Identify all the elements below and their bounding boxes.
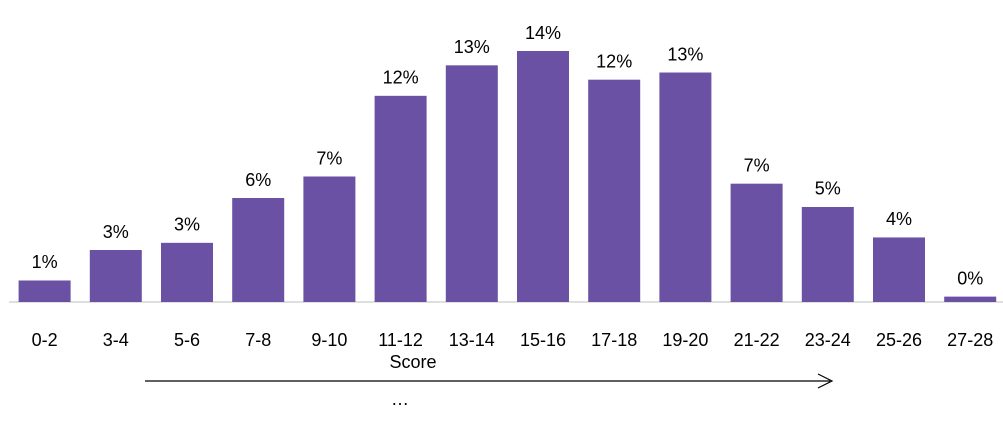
x-axis-title: Score [389,352,436,372]
data-label: 14% [525,23,561,43]
data-label: 0% [957,268,983,288]
x-tick-label: 9-10 [311,330,347,350]
bar [161,242,213,302]
x-tick-label: 7-8 [245,330,271,350]
x-tick-label: 15-16 [520,330,566,350]
bar [303,176,356,302]
data-label: 1% [32,252,58,272]
x-tick-label: 5-6 [174,330,200,350]
x-tick-label: 23-24 [805,330,851,350]
bar [374,95,427,302]
data-label: 7% [316,148,342,168]
data-label: 12% [383,68,419,88]
bar [944,296,997,302]
data-label: 6% [245,170,271,190]
data-label: 13% [667,44,703,64]
data-label: 7% [744,155,770,175]
x-tick-label: 25-26 [876,330,922,350]
bar [89,250,142,302]
bar [232,198,285,302]
x-tick-label: 19-20 [662,330,708,350]
bar [18,280,71,302]
data-label: 4% [886,209,912,229]
data-label: 13% [454,37,490,57]
annotation: … [391,389,409,409]
bar [659,72,712,302]
x-tick-label: 0-2 [32,330,58,350]
bar [730,183,783,302]
bar [588,79,641,302]
bar [445,65,498,302]
x-tick-label: 13-14 [449,330,495,350]
bar [517,51,569,302]
bar [801,206,854,302]
bar [873,237,925,302]
data-label: 12% [596,51,632,71]
x-tick-label: 17-18 [591,330,637,350]
x-tick-label: 27-28 [947,330,993,350]
x-tick-label: 3-4 [103,330,129,350]
data-label: 5% [815,179,841,199]
x-tick-label: 11-12 [378,330,423,350]
data-label: 3% [103,222,129,242]
x-tick-label: 21-22 [734,330,780,350]
arrow-head [817,373,834,389]
data-label: 3% [174,215,200,235]
